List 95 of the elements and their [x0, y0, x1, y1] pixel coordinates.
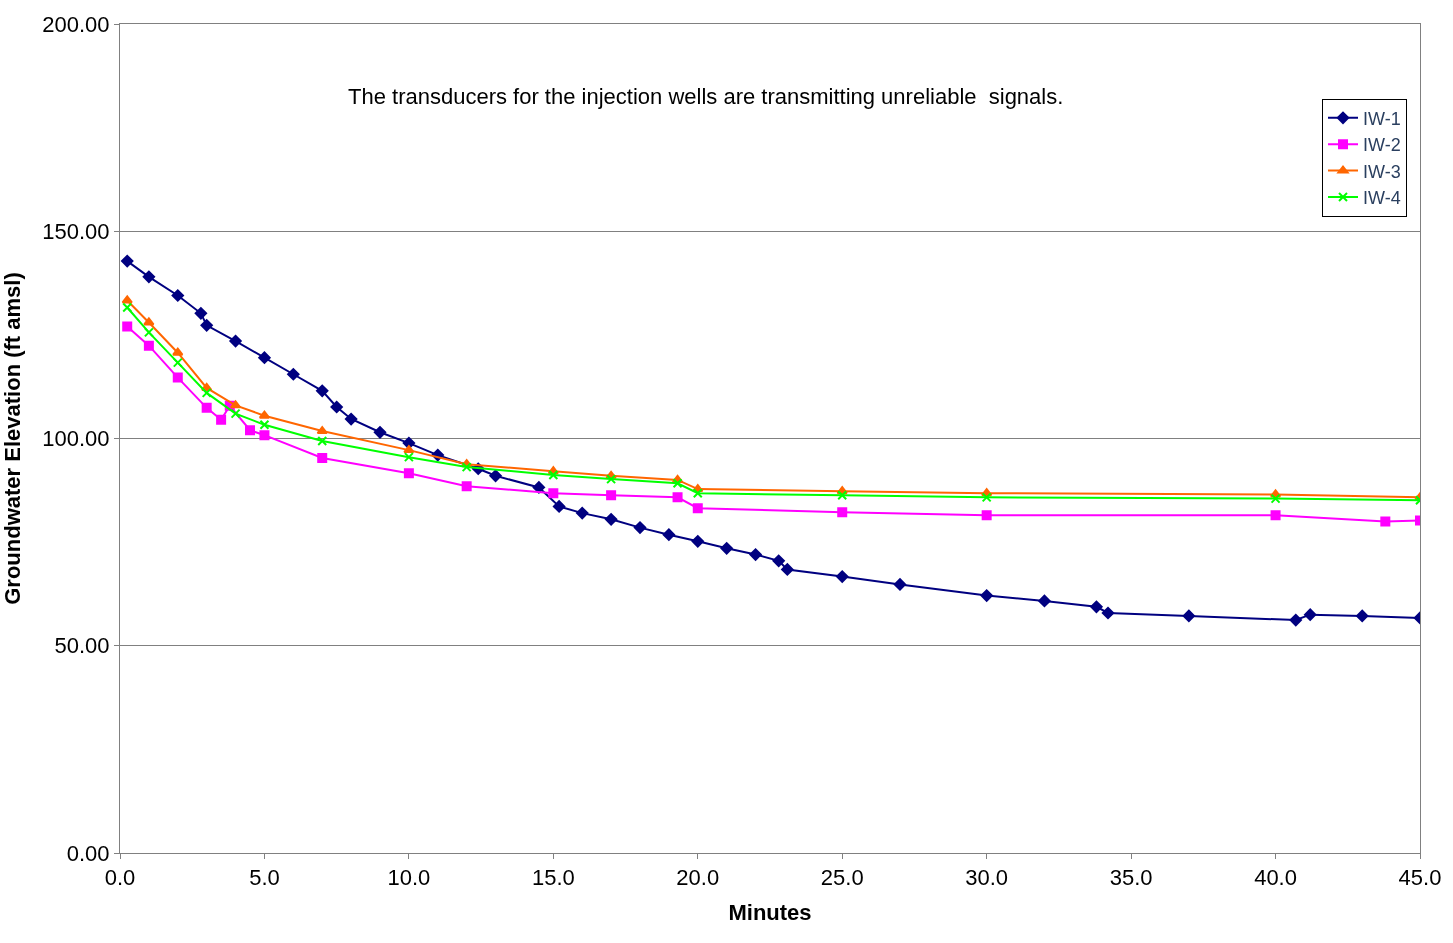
x-tick-label: 35.0: [1109, 865, 1153, 891]
point: [1356, 609, 1369, 623]
point: [604, 513, 618, 526]
annotation: The transducers for the injection wells are transmitting unreliable signals.: [348, 84, 1064, 109]
point: [837, 490, 848, 501]
point: [258, 351, 271, 364]
y-axis-title: Groundwater Elevation (ft amsl): [0, 272, 26, 605]
point: [316, 384, 329, 398]
point: [980, 589, 993, 602]
x-axis-title: Minutes: [728, 900, 812, 926]
point: [691, 535, 704, 548]
point: [200, 319, 213, 332]
point: [489, 469, 502, 482]
point: [749, 548, 762, 561]
legend-label: IW-4: [1363, 188, 1401, 209]
point: [245, 425, 255, 436]
point: [532, 481, 546, 494]
point: [662, 528, 676, 541]
point: [344, 412, 358, 426]
point: [403, 452, 414, 463]
point: [230, 408, 241, 419]
point: [672, 492, 683, 503]
point: [122, 302, 133, 313]
y-tick-label: 0.00: [66, 840, 110, 866]
point: [1380, 516, 1391, 527]
point: [317, 452, 328, 463]
point: [316, 426, 328, 435]
point: [576, 506, 589, 520]
legend-label: IW-1: [1363, 108, 1401, 129]
legend-label: IW-2: [1363, 135, 1401, 156]
point: [259, 419, 270, 430]
point: [772, 554, 785, 567]
point: [1101, 606, 1115, 620]
x-tick-label: 30.0: [965, 865, 1009, 891]
point: [981, 510, 992, 521]
point: [606, 474, 617, 485]
point: [837, 507, 848, 518]
point: [893, 578, 907, 591]
point: [171, 289, 184, 302]
point: [1270, 510, 1281, 521]
point: [548, 488, 559, 499]
x-tick-label: 15.0: [531, 865, 575, 891]
point: [1090, 600, 1103, 613]
point: [121, 254, 134, 268]
point: [403, 468, 414, 479]
legend-label: IW-3: [1363, 161, 1401, 182]
point: [692, 488, 703, 499]
point: [172, 357, 183, 368]
point: [287, 368, 300, 381]
y-tick-label: 100.00: [42, 426, 110, 452]
point: [403, 445, 415, 454]
point: [633, 521, 647, 534]
point: [1270, 493, 1281, 504]
point: [1182, 609, 1196, 623]
point: [172, 347, 184, 356]
point: [143, 327, 154, 338]
x-tick-label: 10.0: [387, 865, 431, 891]
point: [836, 570, 849, 583]
point: [194, 307, 208, 320]
x-tick-label: 45.0: [1398, 865, 1442, 891]
point: [201, 387, 212, 398]
point: [229, 334, 242, 348]
x-tick-label: 20.0: [676, 865, 720, 891]
point: [259, 430, 270, 441]
y-tick-label: 200.00: [42, 11, 110, 37]
point: [720, 542, 733, 555]
y-tick-label: 150.00: [42, 218, 110, 244]
point: [330, 400, 343, 414]
point: [121, 295, 133, 304]
point: [143, 317, 155, 326]
point: [172, 372, 183, 383]
x-tick-label: 25.0: [820, 865, 864, 891]
point: [461, 462, 472, 473]
point: [692, 503, 703, 514]
point: [461, 481, 472, 492]
point: [216, 414, 227, 425]
point: [122, 321, 133, 332]
point: [548, 469, 559, 480]
point: [1289, 613, 1302, 627]
x-tick-label: 40.0: [1254, 865, 1297, 891]
x-tick-label: 5.0: [249, 865, 280, 891]
y-tick-label: 50.00: [54, 633, 110, 659]
point: [552, 500, 566, 513]
point: [143, 340, 154, 351]
point: [201, 402, 212, 413]
point: [1304, 608, 1317, 621]
point: [373, 426, 387, 439]
x-tick-label: 0.0: [104, 865, 136, 891]
point: [142, 270, 156, 284]
point: [606, 490, 617, 501]
point: [981, 492, 992, 503]
point: [781, 563, 794, 576]
point: [317, 435, 328, 446]
point: [1038, 594, 1051, 608]
point: [672, 478, 683, 489]
